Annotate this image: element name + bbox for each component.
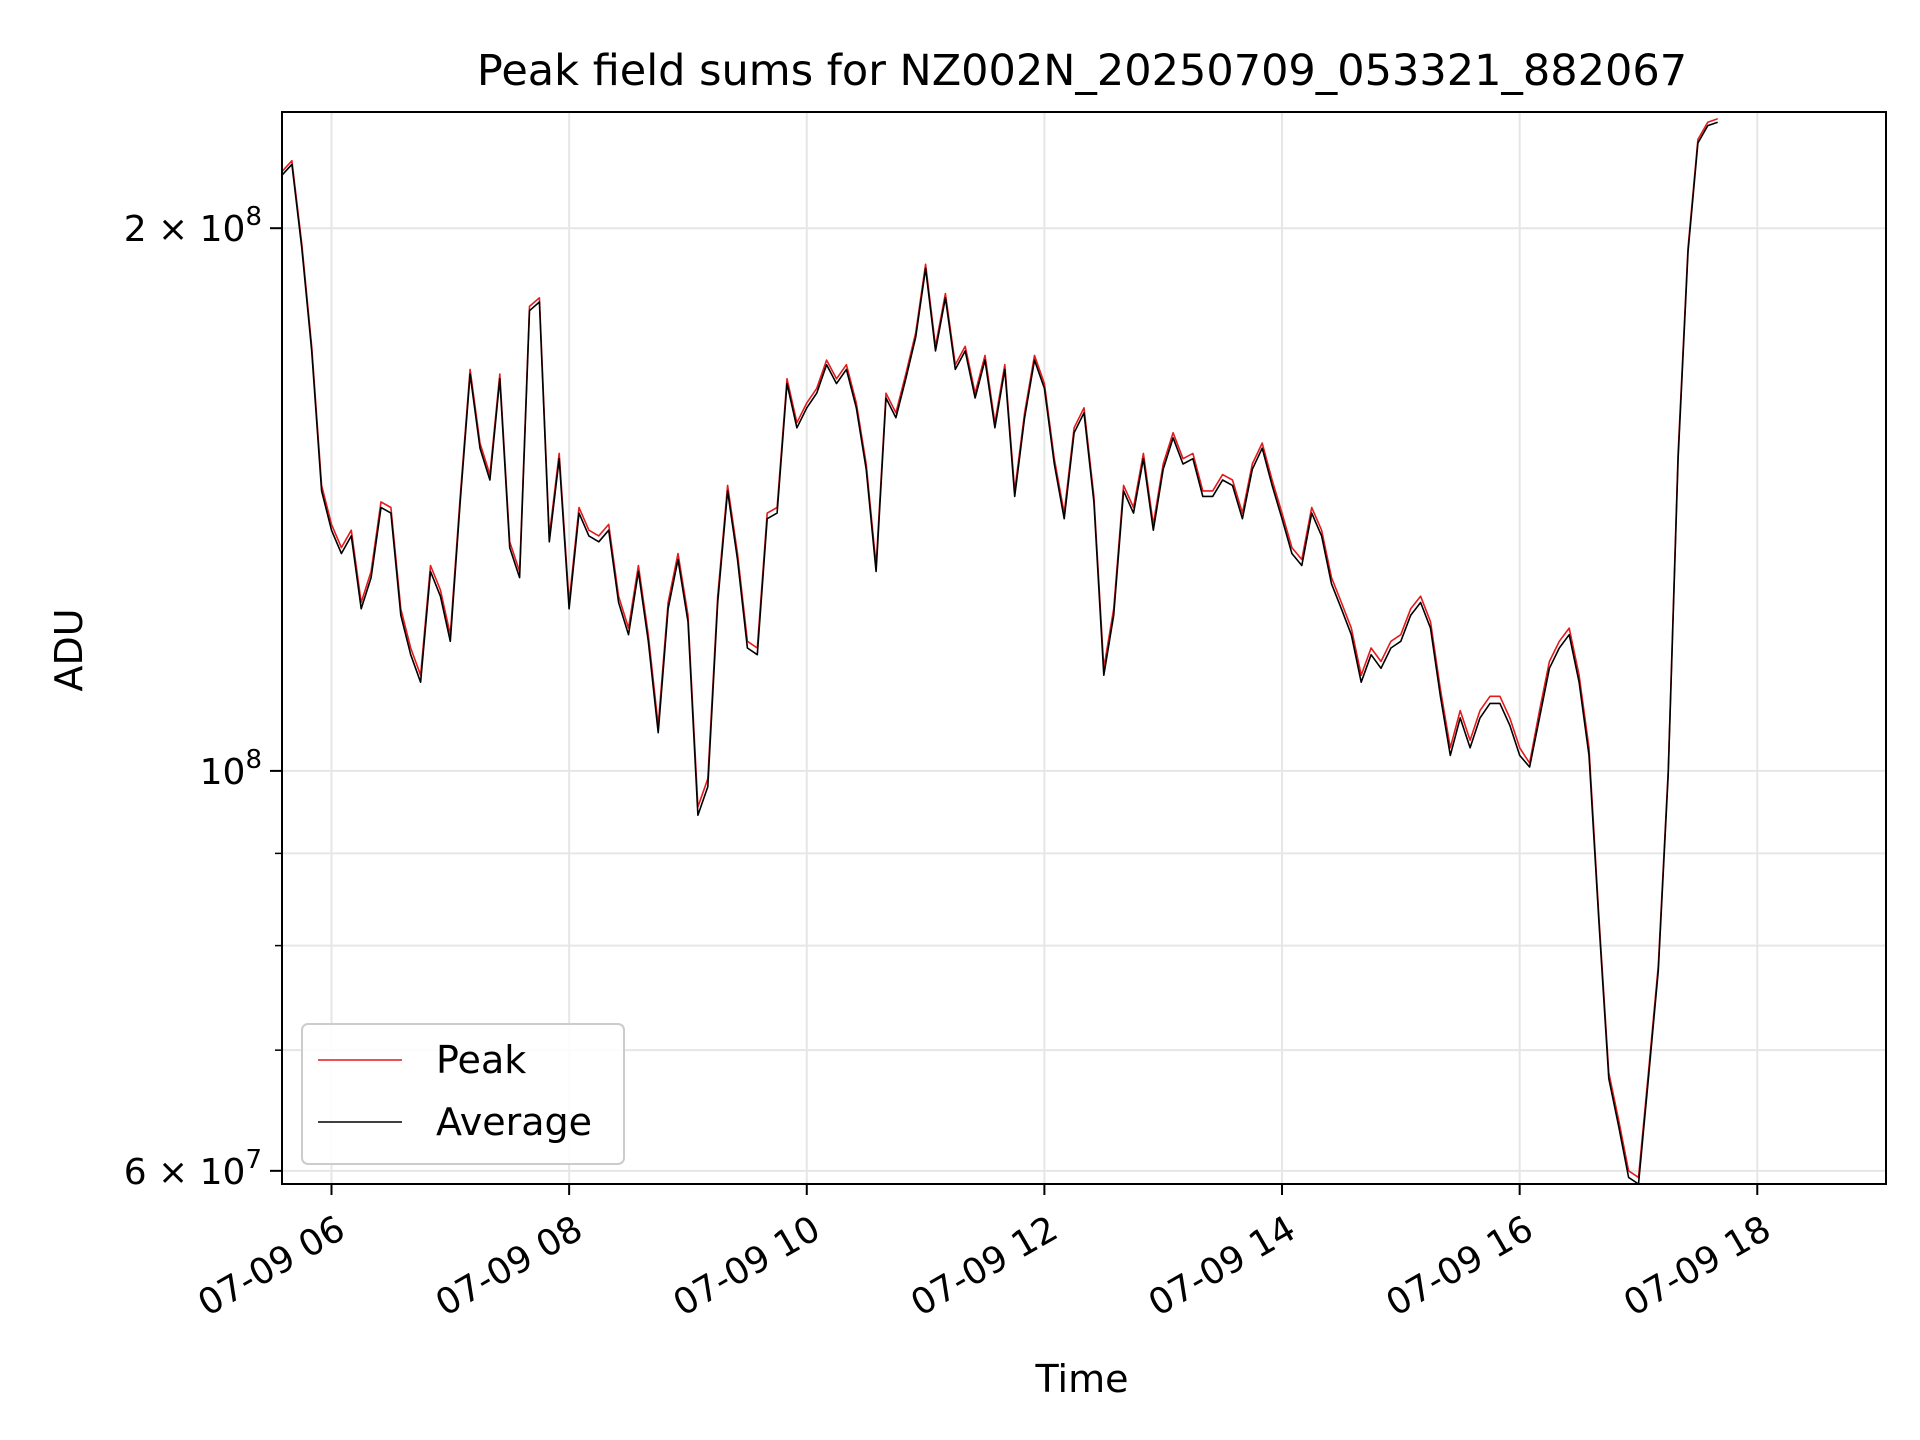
legend-label-average: Average	[436, 1100, 592, 1144]
y-tick-label-base: 10	[200, 752, 246, 793]
y-tick-label: 6 × 107	[124, 1145, 262, 1193]
y-tick-label-base: 2 × 10	[124, 209, 246, 250]
y-axis-label: ADU	[47, 608, 91, 691]
series-line-average	[281, 121, 1718, 1185]
chart-title: Peak field sums for NZ002N_20250709_0533…	[477, 46, 1687, 96]
y-tick-label-exponent: 8	[245, 745, 262, 775]
y-tick-label: 108	[200, 745, 262, 793]
y-tick-label-base: 6 × 10	[124, 1152, 246, 1193]
y-tick-label-exponent: 7	[245, 1145, 262, 1175]
y-tick-label-exponent: 8	[245, 202, 262, 232]
legend-label-peak: Peak	[436, 1038, 526, 1082]
plot-frame	[281, 111, 1887, 1185]
y-tick-label: 2 × 108	[124, 202, 262, 250]
series-lines	[281, 118, 1718, 1185]
legend: Peak Average	[301, 1023, 625, 1165]
legend-box	[301, 1023, 625, 1165]
x-axis-label: Time	[1035, 1357, 1129, 1401]
